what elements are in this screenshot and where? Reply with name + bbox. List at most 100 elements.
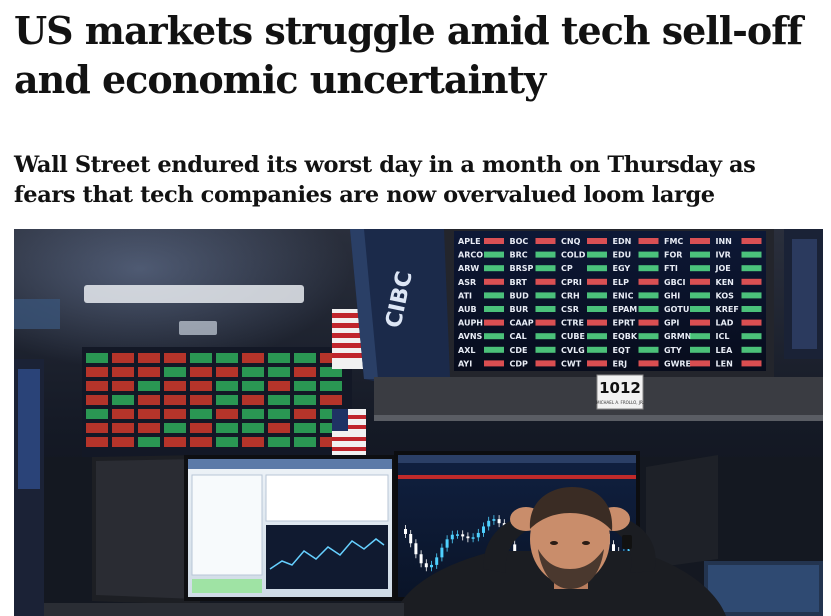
ticker-symbol: ATI	[458, 291, 472, 300]
ticker-value	[741, 306, 762, 312]
trader-left-arm	[483, 519, 526, 573]
ticker-symbol: AYI	[458, 359, 472, 368]
right-lower-screen-inner	[708, 565, 819, 612]
ticker-value	[587, 238, 607, 244]
flag-stripe	[332, 333, 368, 338]
background-board-cell	[216, 409, 238, 419]
ticker-value	[484, 306, 504, 312]
flag-stripe	[332, 447, 366, 451]
ticker-cell: EQT	[613, 346, 659, 355]
background-board-cell	[86, 367, 108, 377]
ticker-symbol: GWRE	[664, 359, 691, 368]
ticker-value	[638, 346, 659, 353]
ticker-symbol: KREF	[716, 305, 739, 314]
background-board-cell	[294, 353, 316, 363]
flag-stripe	[348, 425, 366, 429]
flag-stripe	[332, 353, 368, 358]
chart-red-band	[398, 475, 636, 479]
candle-body	[497, 519, 501, 524]
right-edge-screen-inner	[792, 239, 817, 349]
ticker-symbol: BRC	[510, 251, 528, 260]
background-board-cell	[268, 353, 290, 363]
background-board-cell	[294, 395, 316, 405]
ticker-value	[690, 333, 710, 340]
ticker-value	[587, 251, 607, 258]
post-plate-bg	[596, 374, 644, 410]
candle-body	[482, 526, 485, 533]
article-photo: CIBC APLE BOC CNQ EDN FMC INN ARCO BRC COLD EDU FO…	[14, 229, 823, 616]
ticker-symbol: EQT	[613, 346, 631, 355]
ticker-cell: KOS	[716, 291, 762, 300]
ticker-value	[741, 319, 762, 326]
background-board-cell	[320, 367, 342, 377]
ticker-symbol: CAAP	[510, 319, 534, 328]
ticker-symbol: BRSP	[510, 264, 534, 273]
ticker-cell: BUR	[510, 305, 556, 314]
background-board-cell	[164, 409, 186, 419]
ticker-value	[690, 278, 710, 285]
ticker-value	[638, 292, 659, 299]
ticker-cell: AUB	[458, 305, 504, 314]
ticker-symbol: CTRE	[561, 319, 584, 328]
ticker-symbol: ASR	[458, 278, 476, 287]
ticker-symbol: AVNS	[458, 332, 483, 341]
trading-floor-photo: CIBC APLE BOC CNQ EDN FMC INN ARCO BRC COLD EDU FO…	[14, 229, 823, 616]
background-board-cell	[86, 437, 108, 447]
trader-watch	[622, 535, 632, 549]
background-board-cell	[294, 437, 316, 447]
ticker-symbol: EGY	[613, 264, 631, 273]
ticker-value	[587, 265, 607, 272]
mini-chart-panel	[266, 525, 388, 589]
ticker-cell: KEN	[716, 278, 762, 287]
quote-panel	[265, 474, 389, 522]
ticker-value	[535, 360, 556, 367]
ticker-symbol: ENIC	[613, 291, 634, 300]
ticker-symbol: EQBK	[613, 332, 638, 341]
background-board-cell	[268, 395, 290, 405]
flag-stripe	[332, 343, 368, 348]
ticker-cell: CPRI	[561, 278, 607, 287]
ticker-cell: BOC	[510, 237, 556, 246]
ticker-value	[638, 278, 659, 285]
ticker-value	[690, 292, 710, 299]
background-board-cell	[320, 395, 342, 405]
ticker-value	[484, 319, 504, 326]
side-monitor-screen	[96, 459, 196, 599]
ticker-value	[741, 333, 762, 340]
ticker-cell: ATI	[458, 291, 504, 300]
candle-body	[471, 537, 475, 539]
ticker-value	[690, 319, 710, 326]
ticker-cell: INN	[716, 237, 762, 246]
ticker-value	[638, 306, 659, 312]
post-number: 1012	[599, 379, 641, 397]
ticker-value	[587, 306, 607, 312]
distant-sign	[14, 299, 60, 329]
ticker-symbol: AUPH	[458, 319, 483, 328]
ticker-value	[638, 265, 659, 272]
ticker-symbol: LEN	[716, 359, 733, 368]
ticker-cell: GWRE	[664, 359, 710, 368]
ticker-value	[741, 360, 762, 367]
ticker-value	[638, 360, 659, 367]
ticker-value	[535, 238, 556, 244]
ticker-value	[484, 333, 504, 340]
flag-canton	[332, 409, 348, 431]
background-board-cell	[242, 381, 264, 391]
ticker-cell: EDN	[613, 237, 659, 246]
trader-eye	[550, 541, 558, 545]
flag-stripe	[332, 313, 368, 318]
right-monitor	[646, 455, 718, 569]
ticker-cell: ARW	[458, 264, 504, 273]
ticker-symbol: CNQ	[561, 237, 581, 246]
flag-stripe	[348, 415, 366, 419]
background-board-cell	[112, 395, 134, 405]
article-headline: US markets struggle amid tech sell-off a…	[14, 6, 814, 104]
background-board-cell	[190, 437, 212, 447]
ticker-value	[690, 238, 710, 244]
background-board-cell	[86, 423, 108, 433]
ticker-cell: GRMN	[664, 332, 710, 341]
ticker-symbol: GHI	[664, 291, 680, 300]
ticker-cell: GTY	[664, 346, 710, 355]
background-board-cell	[112, 381, 134, 391]
ticker-cell: AYI	[458, 359, 504, 368]
